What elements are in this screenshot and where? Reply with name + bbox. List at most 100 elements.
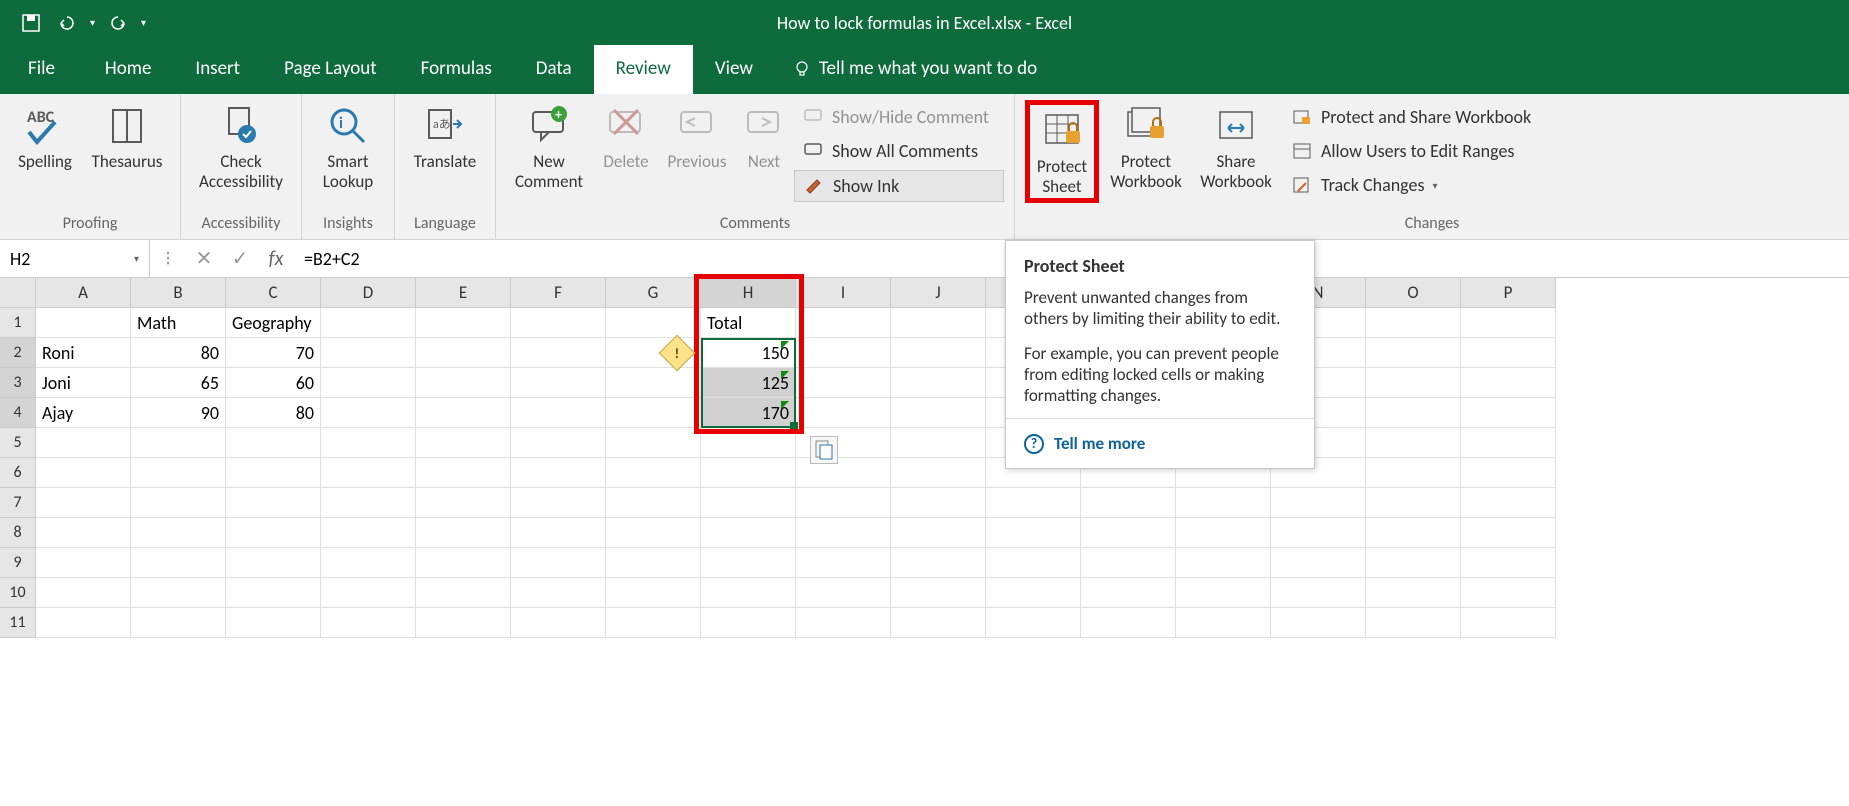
cell-H6[interactable] (701, 458, 796, 488)
track-changes-button[interactable]: Track Changes ▾ (1283, 170, 1553, 200)
row-header-10[interactable]: 10 (0, 578, 36, 608)
cell-P7[interactable] (1461, 488, 1556, 518)
enter-formula-icon[interactable]: ✓ (222, 246, 258, 271)
cell-F5[interactable] (511, 428, 606, 458)
cell-I7[interactable] (796, 488, 891, 518)
cell-H7[interactable] (701, 488, 796, 518)
cell-G11[interactable] (606, 608, 701, 638)
row-header-5[interactable]: 5 (0, 428, 36, 458)
translate-button[interactable]: aあ Translate (405, 100, 485, 172)
row-header-7[interactable]: 7 (0, 488, 36, 518)
cell-H3[interactable]: 125 (701, 368, 796, 398)
cell-J5[interactable] (891, 428, 986, 458)
cell-F7[interactable] (511, 488, 606, 518)
cell-E1[interactable] (416, 308, 511, 338)
qat-customize-icon[interactable]: ▾ (141, 16, 146, 29)
cell-P8[interactable] (1461, 518, 1556, 548)
cell-P4[interactable] (1461, 398, 1556, 428)
next-comment-button[interactable]: Next (738, 100, 790, 172)
col-header-H[interactable]: H (701, 278, 796, 308)
cell-D8[interactable] (321, 518, 416, 548)
cell-O5[interactable] (1366, 428, 1461, 458)
col-header-P[interactable]: P (1461, 278, 1556, 308)
cell-I1[interactable] (796, 308, 891, 338)
col-header-F[interactable]: F (511, 278, 606, 308)
col-header-B[interactable]: B (131, 278, 226, 308)
tab-data[interactable]: Data (514, 43, 594, 94)
cell-B1[interactable]: Math (131, 308, 226, 338)
cell-A4[interactable]: Ajay (36, 398, 131, 428)
cell-F3[interactable] (511, 368, 606, 398)
col-header-I[interactable]: I (796, 278, 891, 308)
cell-I4[interactable] (796, 398, 891, 428)
cell-H2[interactable]: 150 (701, 338, 796, 368)
cell-G4[interactable] (606, 398, 701, 428)
protect-sheet-button[interactable]: Protect Sheet (1025, 100, 1099, 203)
delete-comment-button[interactable]: Delete (596, 100, 656, 172)
cell-G7[interactable] (606, 488, 701, 518)
cell-H11[interactable] (701, 608, 796, 638)
cell-J9[interactable] (891, 548, 986, 578)
cell-A2[interactable]: Roni (36, 338, 131, 368)
cell-B9[interactable] (131, 548, 226, 578)
cell-L11[interactable] (1081, 608, 1176, 638)
cell-J4[interactable] (891, 398, 986, 428)
cell-G9[interactable] (606, 548, 701, 578)
cell-B6[interactable] (131, 458, 226, 488)
cell-I10[interactable] (796, 578, 891, 608)
cell-D5[interactable] (321, 428, 416, 458)
cell-A3[interactable]: Joni (36, 368, 131, 398)
cell-P6[interactable] (1461, 458, 1556, 488)
cell-J8[interactable] (891, 518, 986, 548)
cell-B8[interactable] (131, 518, 226, 548)
cell-G1[interactable] (606, 308, 701, 338)
protect-share-workbook-button[interactable]: Protect and Share Workbook (1283, 102, 1553, 132)
cell-B11[interactable] (131, 608, 226, 638)
cell-I9[interactable] (796, 548, 891, 578)
cell-C3[interactable]: 60 (226, 368, 321, 398)
cell-E9[interactable] (416, 548, 511, 578)
cell-P3[interactable] (1461, 368, 1556, 398)
col-header-C[interactable]: C (226, 278, 321, 308)
tell-me-search[interactable]: Tell me what you want to do (775, 43, 1055, 94)
cell-O10[interactable] (1366, 578, 1461, 608)
cell-F2[interactable] (511, 338, 606, 368)
cell-P10[interactable] (1461, 578, 1556, 608)
cell-B10[interactable] (131, 578, 226, 608)
col-header-A[interactable]: A (36, 278, 131, 308)
cell-E4[interactable] (416, 398, 511, 428)
tab-page-layout[interactable]: Page Layout (262, 43, 399, 94)
col-header-D[interactable]: D (321, 278, 416, 308)
spelling-button[interactable]: ABC Spelling (10, 100, 80, 172)
cell-A7[interactable] (36, 488, 131, 518)
cell-O1[interactable] (1366, 308, 1461, 338)
cancel-formula-icon[interactable]: ✕ (186, 246, 222, 271)
cell-F11[interactable] (511, 608, 606, 638)
cell-A1[interactable] (36, 308, 131, 338)
cell-O7[interactable] (1366, 488, 1461, 518)
cell-I8[interactable] (796, 518, 891, 548)
tab-formulas[interactable]: Formulas (399, 43, 514, 94)
smart-lookup-button[interactable]: i Smart Lookup (312, 100, 384, 193)
col-header-J[interactable]: J (891, 278, 986, 308)
cell-H9[interactable] (701, 548, 796, 578)
cell-A9[interactable] (36, 548, 131, 578)
cell-D2[interactable] (321, 338, 416, 368)
cell-O2[interactable] (1366, 338, 1461, 368)
cell-C1[interactable]: Geography (226, 308, 321, 338)
cell-P11[interactable] (1461, 608, 1556, 638)
cell-K10[interactable] (986, 578, 1081, 608)
cell-D10[interactable] (321, 578, 416, 608)
tab-view[interactable]: View (693, 43, 775, 94)
cell-A8[interactable] (36, 518, 131, 548)
cell-K11[interactable] (986, 608, 1081, 638)
cell-O6[interactable] (1366, 458, 1461, 488)
cell-G5[interactable] (606, 428, 701, 458)
row-header-11[interactable]: 11 (0, 608, 36, 638)
cell-F6[interactable] (511, 458, 606, 488)
cell-O3[interactable] (1366, 368, 1461, 398)
cell-E3[interactable] (416, 368, 511, 398)
tab-file[interactable]: File (0, 43, 83, 94)
cell-B2[interactable]: 80 (131, 338, 226, 368)
thesaurus-button[interactable]: Thesaurus (84, 100, 170, 172)
